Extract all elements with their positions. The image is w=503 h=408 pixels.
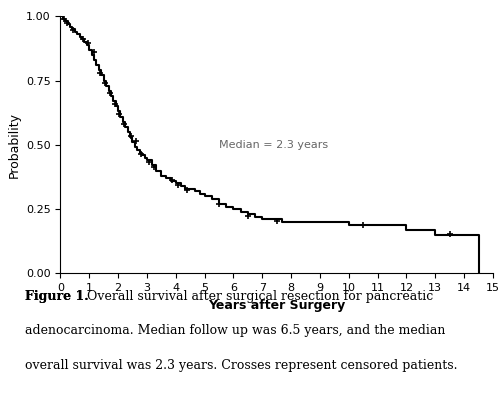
- Text: Figure 1.: Figure 1.: [25, 290, 89, 303]
- Text: Overall survival after surgical resection for pancreatic: Overall survival after surgical resectio…: [83, 290, 433, 303]
- Text: adenocarcinoma. Median follow up was 6.5 years, and the median: adenocarcinoma. Median follow up was 6.5…: [25, 324, 446, 337]
- Text: overall survival was 2.3 years. Crosses represent censored patients.: overall survival was 2.3 years. Crosses …: [25, 359, 458, 372]
- Text: Figure 1.: Figure 1.: [25, 290, 89, 303]
- Text: Median = 2.3 years: Median = 2.3 years: [219, 140, 328, 150]
- Y-axis label: Probability: Probability: [8, 112, 20, 178]
- X-axis label: Years after Surgery: Years after Surgery: [208, 299, 345, 312]
